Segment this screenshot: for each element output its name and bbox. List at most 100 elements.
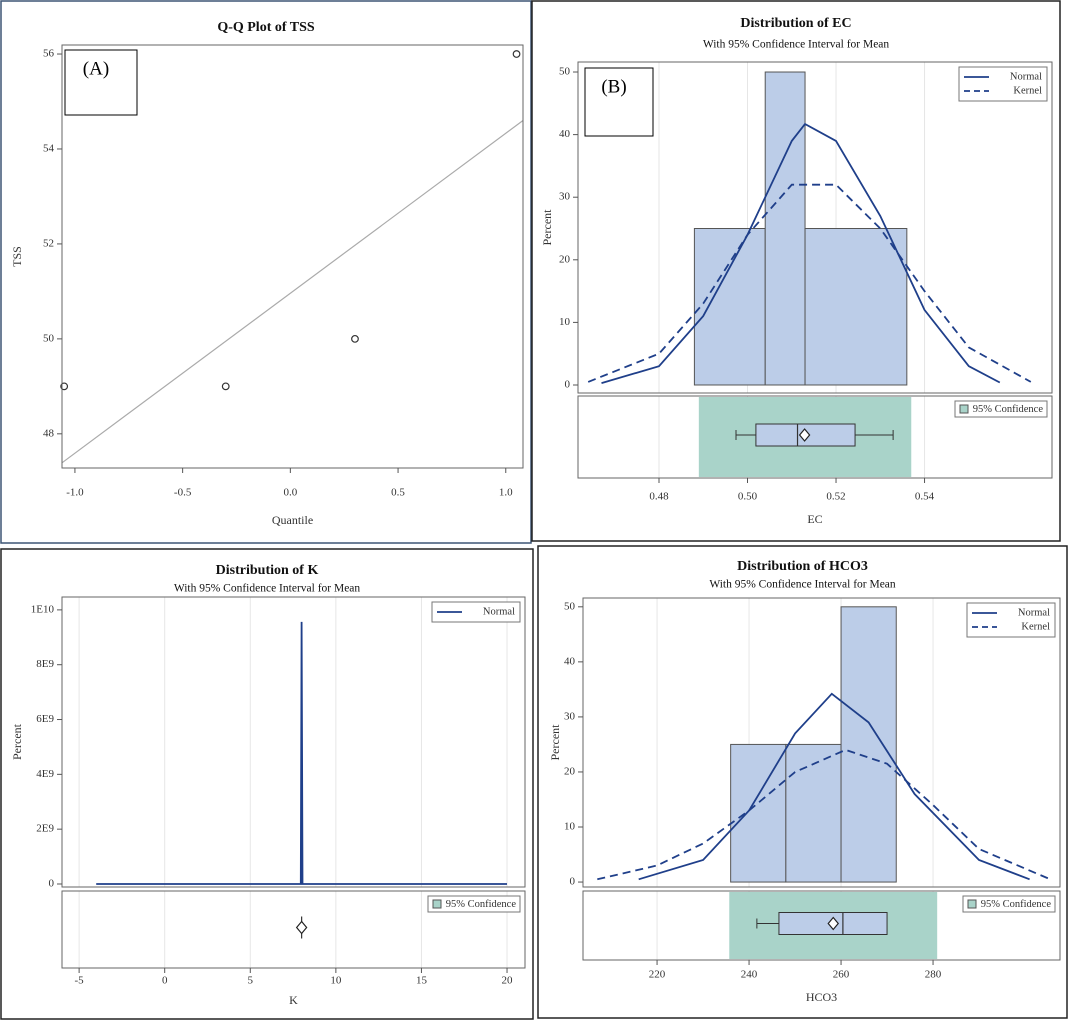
inset-legend-label: 95% Confidence (973, 404, 1044, 415)
x-tick-label: 0.54 (915, 491, 935, 503)
x-tick-label: 0.50 (738, 491, 758, 503)
bar (840, 606, 897, 883)
panel-border (0, 0, 532, 544)
panel-label: (B) (601, 76, 626, 97)
legend-label: Normal (483, 606, 515, 617)
y-axis-label: Percent (540, 209, 554, 246)
inset-legend-swatch (967, 899, 977, 909)
y-axis-label: Percent (10, 723, 24, 760)
legend-label: Kernel (1013, 85, 1042, 96)
box-panel-border (582, 890, 1061, 961)
bar (764, 71, 806, 386)
y-tick-label: 10 (564, 821, 576, 833)
density-curve (587, 183, 1032, 383)
chart-title: Distribution of EC (740, 16, 851, 31)
y-axis-label: TSS (10, 246, 24, 267)
y-tick-label: 1E10 (31, 603, 55, 615)
y-tick-label: 20 (559, 253, 571, 265)
x-axis-label: EC (807, 512, 822, 526)
y-tick-label: 40 (559, 128, 571, 140)
inset-legend-swatch (432, 899, 442, 909)
bar (693, 228, 766, 386)
y-tick-label: 0 (565, 379, 571, 391)
y-tick-label: 30 (559, 191, 571, 203)
chart-subtitle: With 95% Confidence Interval for Mean (703, 39, 890, 51)
y-tick-label: 50 (43, 332, 55, 344)
y-tick-label: 40 (564, 655, 576, 667)
y-tick-label: 20 (564, 765, 576, 777)
x-tick-label: 0 (162, 975, 168, 987)
x-tick-label: 1.0 (499, 487, 513, 499)
x-tick-label: 0.48 (649, 491, 669, 503)
x-axis-label: K (289, 993, 298, 1007)
bar (785, 743, 842, 883)
plot-border (577, 61, 1053, 394)
x-tick-label: 5 (248, 975, 254, 987)
chart-subtitle: With 95% Confidence Interval for Mean (174, 583, 361, 595)
plot-border (582, 597, 1061, 888)
bar (804, 228, 908, 386)
chart-title: Distribution of K (216, 563, 319, 578)
legend-label: Normal (1018, 607, 1050, 618)
y-tick-label: 0 (49, 878, 55, 890)
y-tick-label: 56 (43, 48, 55, 60)
inset-legend-label: 95% Confidence (981, 899, 1052, 910)
mean-marker (827, 916, 840, 931)
plot-border (61, 596, 526, 888)
y-tick-label: 30 (564, 710, 576, 722)
bar (730, 743, 787, 883)
x-axis-label: HCO3 (806, 990, 837, 1004)
legend-box (431, 601, 521, 623)
x-tick-label: -1.0 (66, 487, 84, 499)
qq-point (512, 50, 521, 58)
y-tick-label: 0 (570, 876, 576, 888)
x-tick-label: 260 (833, 969, 850, 981)
density-curve (597, 748, 1051, 881)
panel-label-box (584, 67, 654, 137)
y-tick-label: 4E9 (36, 768, 54, 780)
qq-point (351, 334, 359, 343)
panel-border (0, 548, 534, 1020)
x-tick-label: 240 (741, 969, 758, 981)
mean-marker (295, 920, 308, 935)
y-tick-label: 6E9 (36, 713, 54, 725)
reference-line (61, 120, 524, 464)
y-tick-label: 50 (564, 600, 576, 612)
legend-box (958, 66, 1048, 102)
density-curve (96, 621, 507, 885)
y-axis-label: Percent (548, 724, 562, 761)
panel-border (531, 0, 1061, 542)
mean-marker (798, 428, 811, 442)
legend-label: Kernel (1021, 621, 1050, 632)
qq-point (221, 382, 230, 391)
inset-legend-box (954, 400, 1048, 418)
y-tick-label: 50 (559, 66, 571, 78)
legend-box (966, 602, 1056, 638)
qq-point (60, 382, 69, 391)
y-tick-label: 10 (559, 316, 571, 328)
x-axis-label: Quantile (272, 513, 313, 527)
inset-legend-swatch (959, 404, 969, 414)
x-tick-label: 0.0 (283, 487, 297, 499)
y-tick-label: 54 (43, 143, 55, 155)
y-tick-label: 2E9 (36, 823, 54, 835)
x-tick-label: 10 (330, 975, 342, 987)
x-tick-label: 0.5 (391, 487, 405, 499)
x-tick-label: 220 (649, 969, 666, 981)
chart-title: Distribution of HCO3 (737, 559, 868, 574)
x-tick-label: 0.52 (826, 491, 845, 503)
y-tick-label: 52 (43, 237, 54, 249)
y-tick-label: 48 (43, 427, 55, 439)
x-tick-label: 20 (502, 975, 514, 987)
x-tick-label: -5 (75, 975, 85, 987)
legend-label: Normal (1010, 71, 1042, 82)
inset-legend-box (962, 895, 1056, 913)
panel-label-box (64, 49, 138, 116)
box-panel-border (577, 395, 1053, 479)
x-tick-label: -0.5 (174, 487, 192, 499)
inset-legend-box (427, 895, 521, 913)
panel-label: (A) (83, 58, 109, 79)
inset-legend-label: 95% Confidence (446, 899, 517, 910)
chart-subtitle: With 95% Confidence Interval for Mean (709, 579, 896, 591)
